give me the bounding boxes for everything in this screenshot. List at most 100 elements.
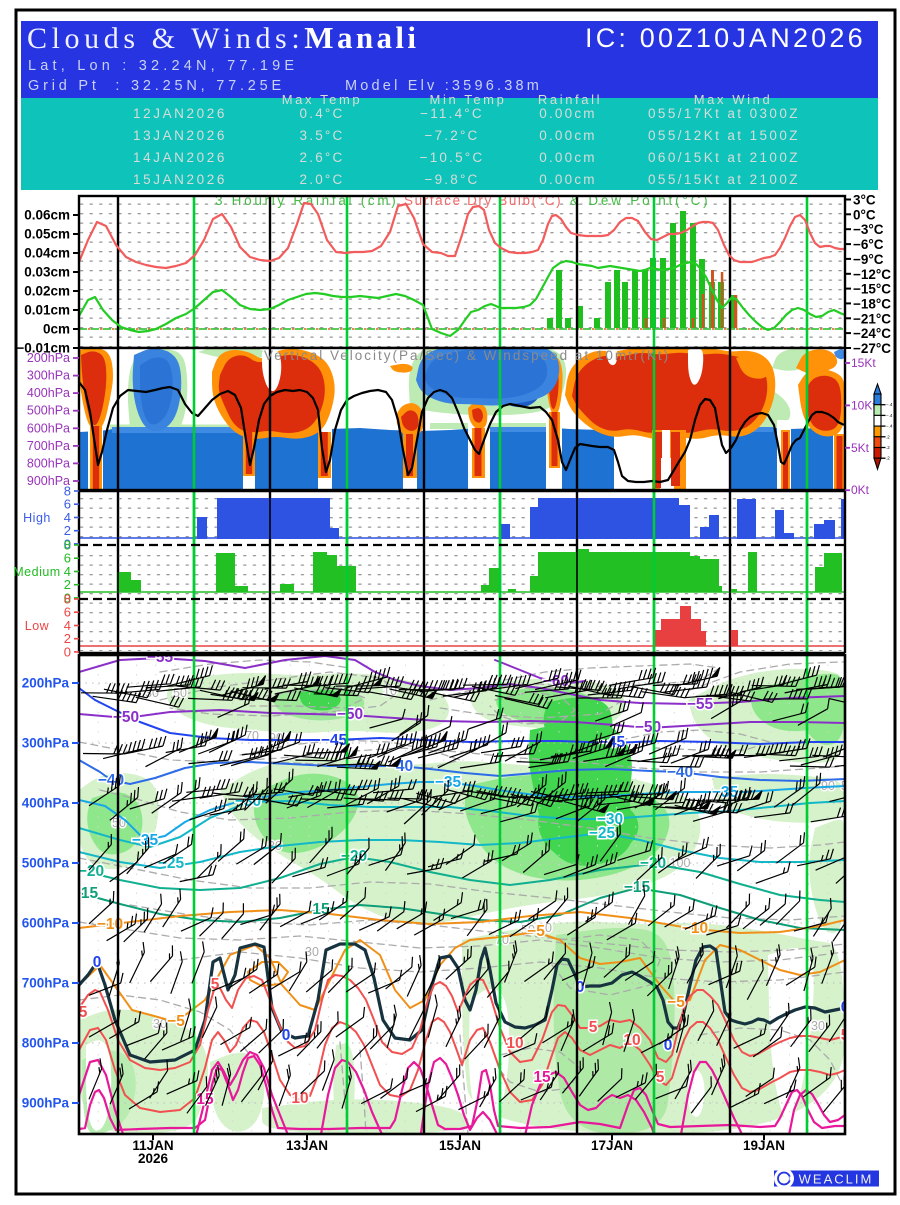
svg-text:−20: −20 [78, 863, 104, 880]
svg-text:Lat, Lon : 32.24N, 77.19E: Lat, Lon : 32.24N, 77.19E [28, 58, 298, 74]
svg-text:0.02cm: 0.02cm [24, 284, 70, 299]
svg-text:0: 0 [93, 954, 102, 971]
svg-text:15JAN: 15JAN [439, 1138, 481, 1153]
svg-text:−55: −55 [687, 696, 714, 713]
svg-text:−21°C: −21°C [853, 311, 891, 326]
svg-text:0cm: 0cm [43, 322, 70, 337]
svg-text:0.00cm: 0.00cm [539, 106, 596, 121]
svg-text:8: 8 [64, 484, 71, 499]
svg-text:15Kt: 15Kt [851, 356, 876, 370]
svg-text:060/15Kt at 2100Z: 060/15Kt at 2100Z [648, 150, 800, 165]
svg-text:700hPa: 700hPa [27, 439, 70, 453]
svg-text:3.5°C: 3.5°C [300, 128, 345, 143]
svg-text:−40: −40 [667, 764, 693, 781]
svg-text:11JAN: 11JAN [132, 1138, 173, 1153]
svg-text:Max Temp: Max Temp [282, 92, 363, 107]
svg-text:−45: −45 [321, 732, 348, 749]
svg-text:0: 0 [64, 644, 71, 659]
svg-text:500hPa: 500hPa [22, 856, 70, 871]
svg-text:700hPa: 700hPa [22, 976, 70, 991]
svg-text:Grid Pt : 32.25N, 77.25E: Grid Pt : 32.25N, 77.25E [28, 78, 285, 94]
svg-text:−20: −20 [341, 848, 367, 865]
svg-text:0: 0 [282, 1027, 291, 1044]
svg-text:5: 5 [841, 1027, 850, 1044]
svg-text:Clouds & Winds:Manali: Clouds & Winds:Manali [27, 20, 419, 55]
svg-text:0.05cm: 0.05cm [24, 227, 70, 242]
svg-text:0.06cm: 0.06cm [24, 208, 70, 223]
svg-text:−5: −5 [527, 923, 545, 940]
svg-text:6: 6 [64, 605, 71, 620]
svg-text:5Kt: 5Kt [851, 441, 870, 455]
svg-text:Model Elv :3596.38m: Model Elv :3596.38m [345, 78, 542, 94]
svg-text:−50: −50 [337, 706, 363, 723]
svg-text:−18°C: −18°C [853, 296, 891, 311]
svg-text:10: 10 [506, 1035, 523, 1052]
svg-text:−55: −55 [147, 649, 174, 666]
svg-text:WEACLIM: WEACLIM [799, 1172, 874, 1187]
svg-text:−.4: −.4 [886, 402, 893, 407]
svg-text:Min Temp: Min Temp [430, 92, 507, 107]
svg-text:600hPa: 600hPa [27, 421, 70, 435]
svg-text:10: 10 [623, 1032, 640, 1049]
svg-text:15: 15 [533, 1069, 551, 1086]
svg-text:Vertical Velocity(Pa/Sec) & Wi: Vertical Velocity(Pa/Sec) & Windspeed at… [264, 348, 670, 363]
svg-text:30: 30 [305, 945, 319, 959]
svg-text:Max Wind: Max Wind [694, 92, 773, 107]
svg-text:−10.5°C: −10.5°C [420, 150, 485, 165]
svg-text:6: 6 [64, 497, 71, 512]
svg-text:.2: .2 [886, 456, 890, 461]
svg-text:200hPa: 200hPa [27, 351, 70, 365]
svg-text:0.00cm: 0.00cm [539, 150, 596, 165]
svg-text:.2: .2 [886, 445, 890, 450]
svg-text:15JAN2026: 15JAN2026 [133, 172, 227, 187]
svg-text:2: 2 [64, 631, 71, 646]
svg-text:800hPa: 800hPa [27, 456, 70, 470]
svg-text:0.03cm: 0.03cm [24, 265, 70, 280]
svg-text:200hPa: 200hPa [22, 676, 70, 691]
svg-text:−15: −15 [72, 885, 99, 902]
svg-text:−9.8°C: −9.8°C [425, 172, 480, 187]
svg-text:5: 5 [211, 976, 220, 993]
svg-text:4: 4 [64, 564, 71, 579]
svg-text:−15: −15 [624, 879, 651, 896]
svg-text:600hPa: 600hPa [22, 916, 70, 931]
svg-text:0: 0 [841, 999, 850, 1016]
svg-text:.2: .2 [886, 434, 890, 439]
svg-text:2.0°C: 2.0°C [300, 172, 345, 187]
svg-text:−11.4°C: −11.4°C [420, 106, 484, 121]
svg-text:−10: −10 [682, 920, 708, 937]
svg-text:−10: −10 [97, 916, 123, 933]
svg-text:−35: −35 [712, 784, 739, 801]
svg-text:2: 2 [64, 523, 71, 538]
svg-text:4: 4 [64, 510, 71, 525]
svg-text:400hPa: 400hPa [22, 796, 70, 811]
svg-text:−5: −5 [167, 1013, 185, 1030]
svg-text:14JAN2026: 14JAN2026 [133, 150, 227, 165]
svg-text:5: 5 [79, 1004, 88, 1021]
svg-text:300hPa: 300hPa [27, 369, 70, 383]
svg-text:0.00cm: 0.00cm [539, 172, 596, 187]
svg-text:8: 8 [64, 592, 71, 607]
svg-text:13JAN: 13JAN [286, 1138, 328, 1153]
svg-text:400hPa: 400hPa [27, 386, 70, 400]
svg-text:−3°C: −3°C [853, 222, 884, 237]
svg-text:High: High [23, 511, 51, 525]
svg-text:−50: −50 [113, 709, 139, 726]
svg-text:055/15Kt at 2100Z: 055/15Kt at 2100Z [648, 172, 800, 187]
svg-text:300hPa: 300hPa [22, 736, 70, 751]
svg-text:0: 0 [576, 979, 585, 996]
svg-text:0: 0 [64, 536, 71, 551]
svg-text:2: 2 [64, 577, 71, 592]
svg-text:30: 30 [811, 1019, 825, 1033]
svg-text:−12°C: −12°C [853, 267, 891, 282]
svg-text:19JAN: 19JAN [743, 1138, 785, 1153]
svg-text:500hPa: 500hPa [27, 404, 70, 418]
svg-text:−27°C: −27°C [853, 341, 891, 356]
svg-text:−30: −30 [597, 811, 623, 828]
svg-text:−7.2°C: −7.2°C [425, 128, 480, 143]
svg-text:0Kt: 0Kt [851, 483, 870, 497]
svg-text:10: 10 [291, 1090, 308, 1107]
svg-text:900hPa: 900hPa [22, 1096, 70, 1111]
svg-text:−40: −40 [387, 758, 413, 775]
svg-text:17JAN: 17JAN [591, 1138, 633, 1153]
